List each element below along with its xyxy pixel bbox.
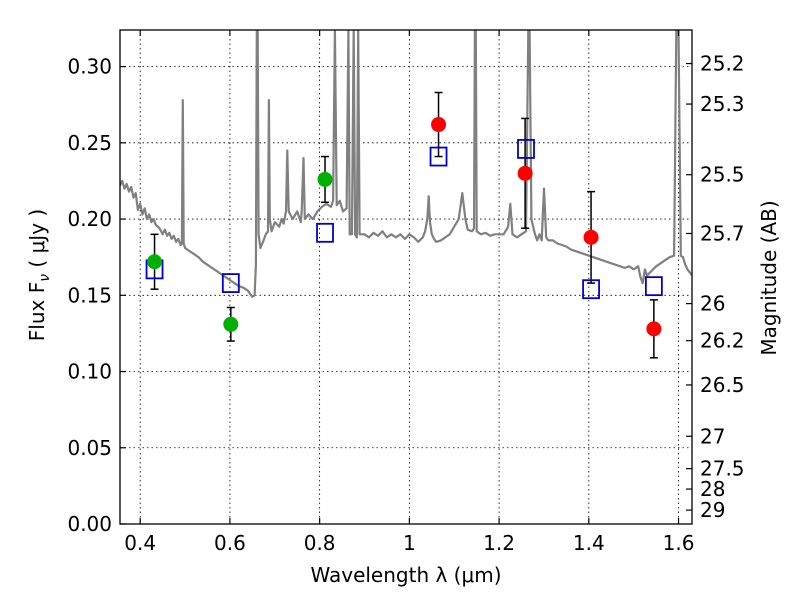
green-point xyxy=(317,171,333,187)
plot-frame xyxy=(119,29,693,525)
y2-tick-label: 27 xyxy=(700,424,725,448)
y-axis-label-unit: ( μJy ) xyxy=(25,209,49,274)
model-box xyxy=(221,273,240,293)
model-spectrum-line xyxy=(120,30,692,298)
error-bars xyxy=(150,91,658,359)
y2-tick-label: 28 xyxy=(700,477,725,501)
y-axis-label-sub: ν xyxy=(37,274,53,282)
model-box xyxy=(582,279,600,300)
y2-tick-label: 25.3 xyxy=(700,92,745,116)
y-axis-ticks: 0.00 0.05 0.10 0.15 0.20 0.25 0.30 xyxy=(67,55,126,536)
y2-tick-label: 26 xyxy=(700,292,725,316)
y-axis-label: Flux Fν ( μJy ) xyxy=(25,209,53,341)
model-box xyxy=(644,276,663,297)
red-point xyxy=(583,229,599,245)
x-tick-label: 1 xyxy=(403,531,416,555)
y-tick-label: 0.20 xyxy=(67,207,112,231)
x-tick-label: 1.2 xyxy=(483,531,515,555)
y-tick-label: 0.10 xyxy=(67,360,112,384)
red-point xyxy=(431,117,447,133)
y-tick-label: 0.30 xyxy=(67,55,112,79)
green-point xyxy=(147,254,163,270)
y-tick-label: 0.05 xyxy=(67,436,112,460)
x-axis-ticks: 0.4 0.6 0.8 1 1.2 1.4 1.6 xyxy=(124,30,694,555)
y2-tick-label: 29 xyxy=(700,498,725,522)
y2-tick-label: 26.5 xyxy=(700,373,745,397)
y2-axis-label: Magnitude (AB) xyxy=(757,200,781,355)
model-box xyxy=(429,146,448,167)
y2-tick-label: 25.2 xyxy=(700,52,745,76)
red-point xyxy=(646,321,662,337)
green-point xyxy=(223,316,239,332)
grid xyxy=(120,30,692,525)
model-box xyxy=(316,222,334,243)
y-axis-label-main: Flux F xyxy=(25,282,49,341)
y-tick-label: 0.15 xyxy=(67,283,112,307)
x-tick-label: 0.4 xyxy=(124,531,156,555)
y-tick-label: 0.25 xyxy=(67,131,112,155)
y2-tick-label: 25.5 xyxy=(700,163,745,187)
model-spectrum xyxy=(120,30,692,298)
x-tick-label: 0.8 xyxy=(304,531,336,555)
y-tick-label: 0.00 xyxy=(67,512,112,536)
red-point xyxy=(517,165,533,181)
model-box xyxy=(517,139,535,159)
y2-tick-label: 27.5 xyxy=(700,457,745,481)
y2-tick-label: 26.2 xyxy=(700,329,745,353)
x-tick-label: 1.6 xyxy=(663,531,695,555)
x-axis-label: Wavelength λ (μm) xyxy=(310,563,501,587)
x-tick-label: 0.6 xyxy=(214,531,246,555)
observed-points xyxy=(147,117,662,337)
x-tick-label: 1.4 xyxy=(573,531,605,555)
y2-tick-label: 25.7 xyxy=(700,221,745,245)
